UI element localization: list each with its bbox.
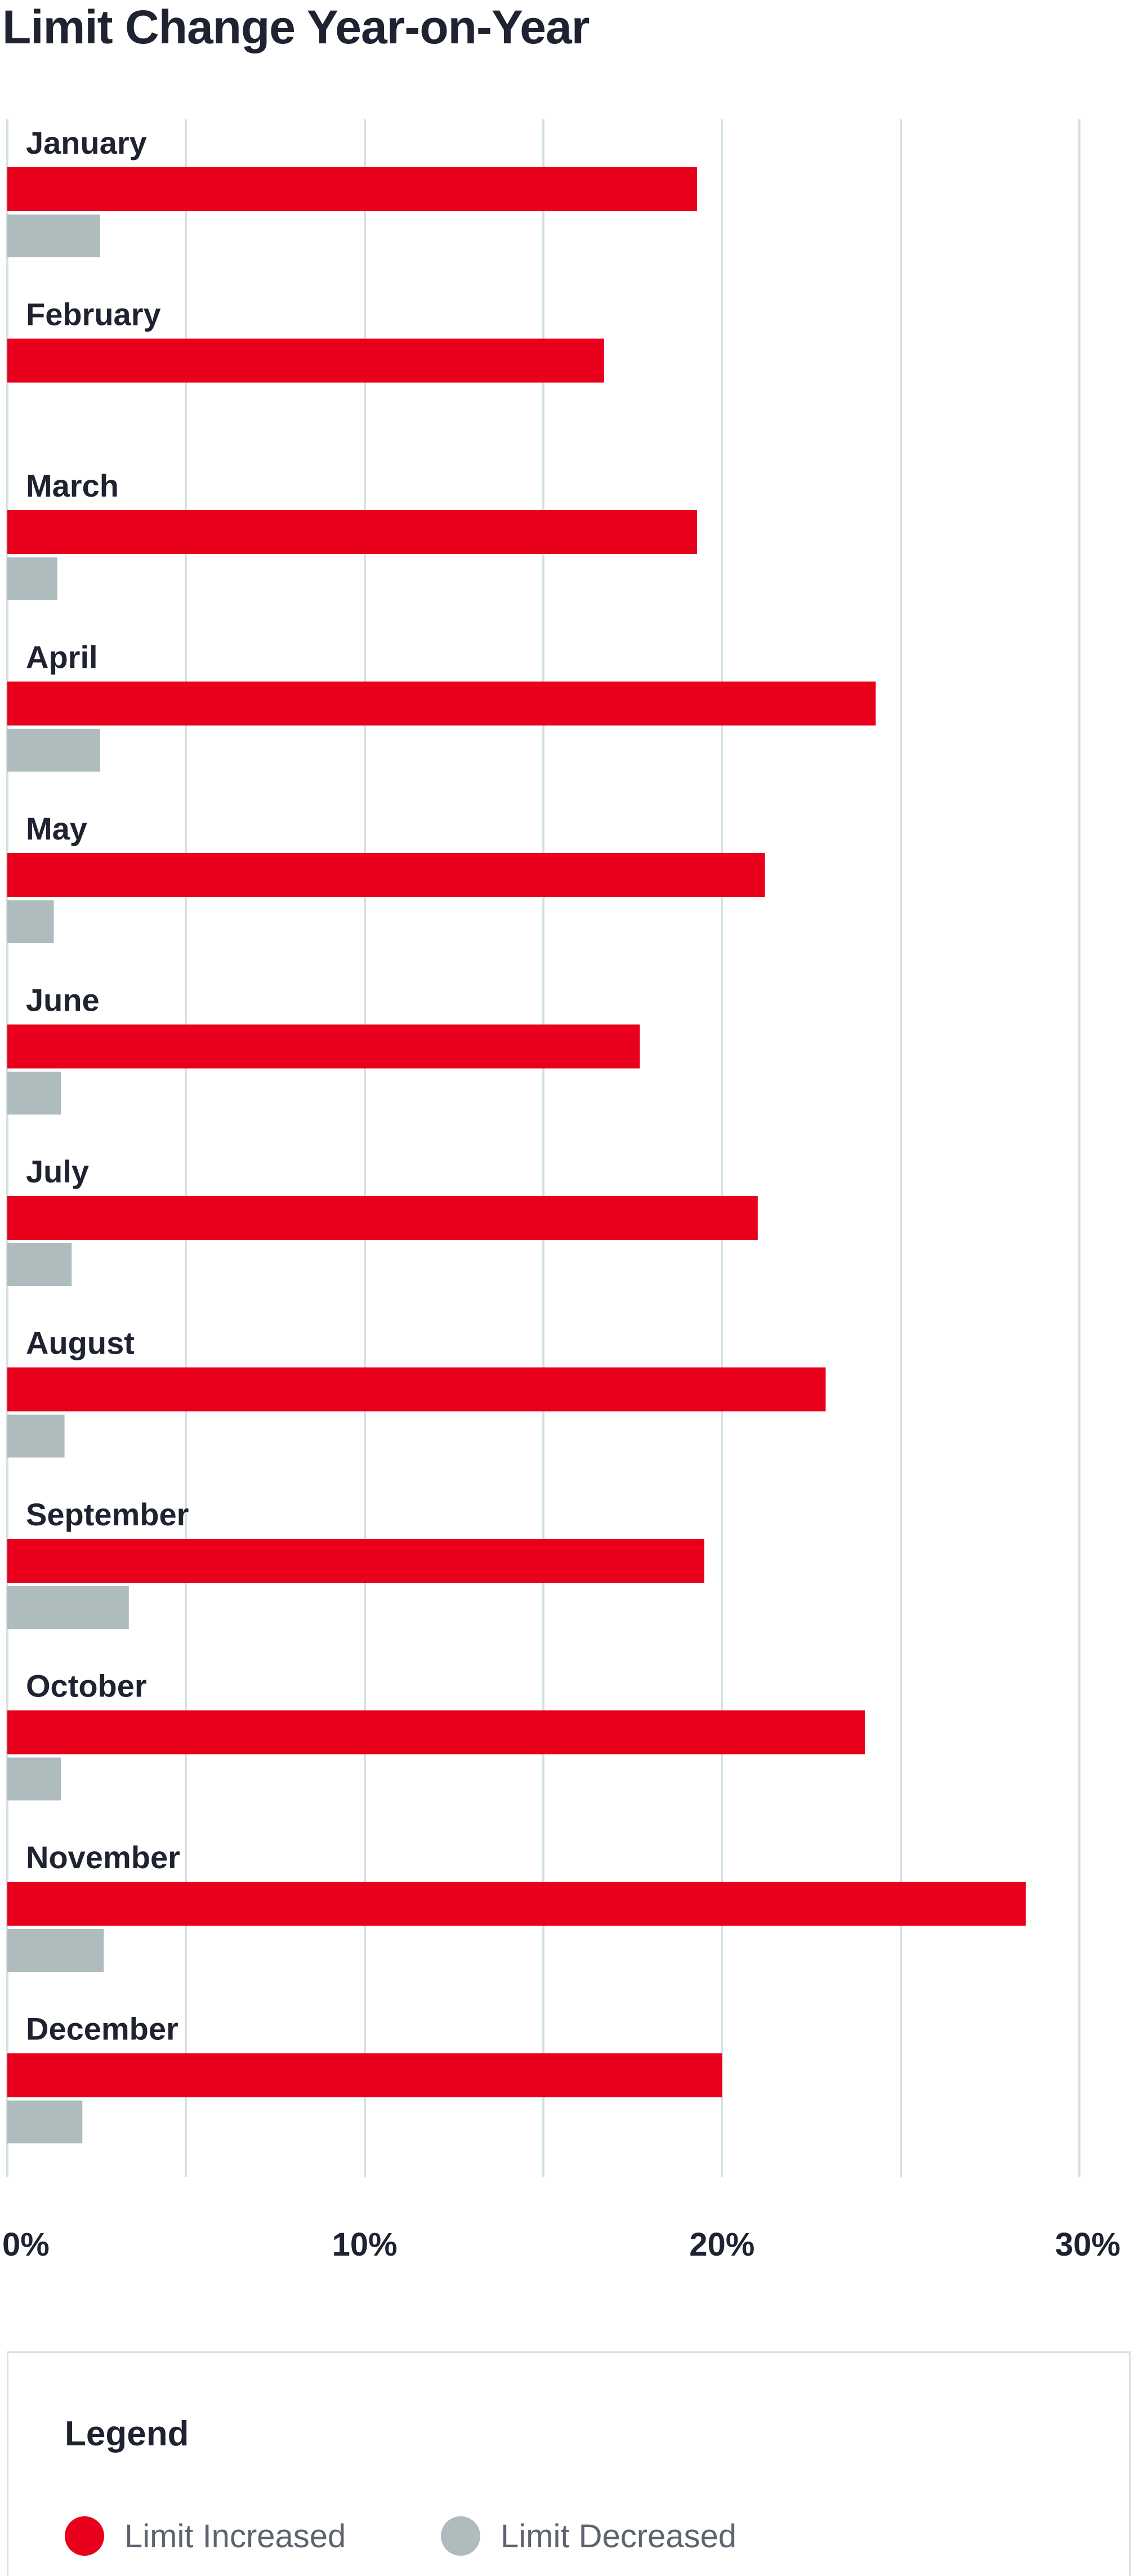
bar-limit-increased-september <box>7 1539 704 1583</box>
legend-label: Limit Increased <box>124 2517 346 2555</box>
bars <box>7 167 1026 2144</box>
x-axis-ticks: 0% 10% 20% 30% <box>2 2226 1120 2263</box>
category-label-january: January <box>26 125 147 160</box>
bar-limit-increased-july <box>7 1196 758 1240</box>
category-label-november: November <box>26 1840 180 1875</box>
legend-label: Limit Decreased <box>501 2517 737 2555</box>
category-labels: January February March April May June July Augu… <box>26 125 189 2047</box>
bar-limit-decreased-june <box>7 1072 61 1115</box>
bar-limit-decreased-april <box>7 729 101 772</box>
bar-limit-increased-january <box>7 167 697 211</box>
legend-item-limit-increased: Limit Increased <box>65 2516 346 2556</box>
bar-limit-increased-december <box>7 2053 722 2097</box>
x-tick-label: 0% <box>2 2226 50 2263</box>
category-label-may: May <box>26 811 87 846</box>
category-label-march: March <box>26 468 119 503</box>
category-label-september: September <box>26 1497 189 1532</box>
bar-limit-increased-june <box>7 1024 640 1069</box>
x-tick-label: 10% <box>332 2226 398 2263</box>
bar-limit-increased-may <box>7 853 765 897</box>
bar-limit-decreased-november <box>7 1929 104 1972</box>
category-label-october: October <box>26 1668 147 1704</box>
bar-chart: January February March April May June July Augu… <box>2 119 1120 2263</box>
x-tick-label: 20% <box>689 2226 754 2263</box>
legend-title: Legend <box>65 2414 189 2453</box>
category-label-august: August <box>26 1325 135 1361</box>
bar-limit-increased-march <box>7 510 697 554</box>
category-label-july: July <box>26 1154 89 1189</box>
x-tick-label: 30% <box>1055 2226 1120 2263</box>
bar-limit-increased-november <box>7 1882 1026 1926</box>
category-label-february: February <box>26 297 161 332</box>
chart-title: Limit Change Year-on-Year <box>2 1 590 53</box>
bar-limit-increased-february <box>7 338 604 383</box>
category-label-april: April <box>26 640 98 675</box>
bar-limit-decreased-march <box>7 557 57 600</box>
bar-limit-decreased-january <box>7 215 101 257</box>
legend-swatch-red <box>65 2516 104 2556</box>
bar-limit-decreased-may <box>7 900 54 943</box>
bar-limit-increased-april <box>7 681 876 726</box>
legend-item-limit-decreased: Limit Decreased <box>441 2516 736 2556</box>
bar-limit-increased-october <box>7 1710 865 1754</box>
bar-limit-decreased-july <box>7 1243 72 1286</box>
category-label-june: June <box>26 983 100 1018</box>
legend-swatch-grey <box>441 2516 480 2556</box>
bar-limit-decreased-december <box>7 2100 83 2144</box>
bar-limit-decreased-august <box>7 1414 65 1458</box>
category-label-december: December <box>26 2011 178 2047</box>
legend: Legend Limit Increased Limit Decreased <box>7 2351 1131 2576</box>
bar-limit-decreased-october <box>7 1757 61 1801</box>
grid-lines <box>6 119 1081 2177</box>
bar-limit-decreased-september <box>7 1586 129 1629</box>
bar-limit-increased-august <box>7 1367 826 1412</box>
